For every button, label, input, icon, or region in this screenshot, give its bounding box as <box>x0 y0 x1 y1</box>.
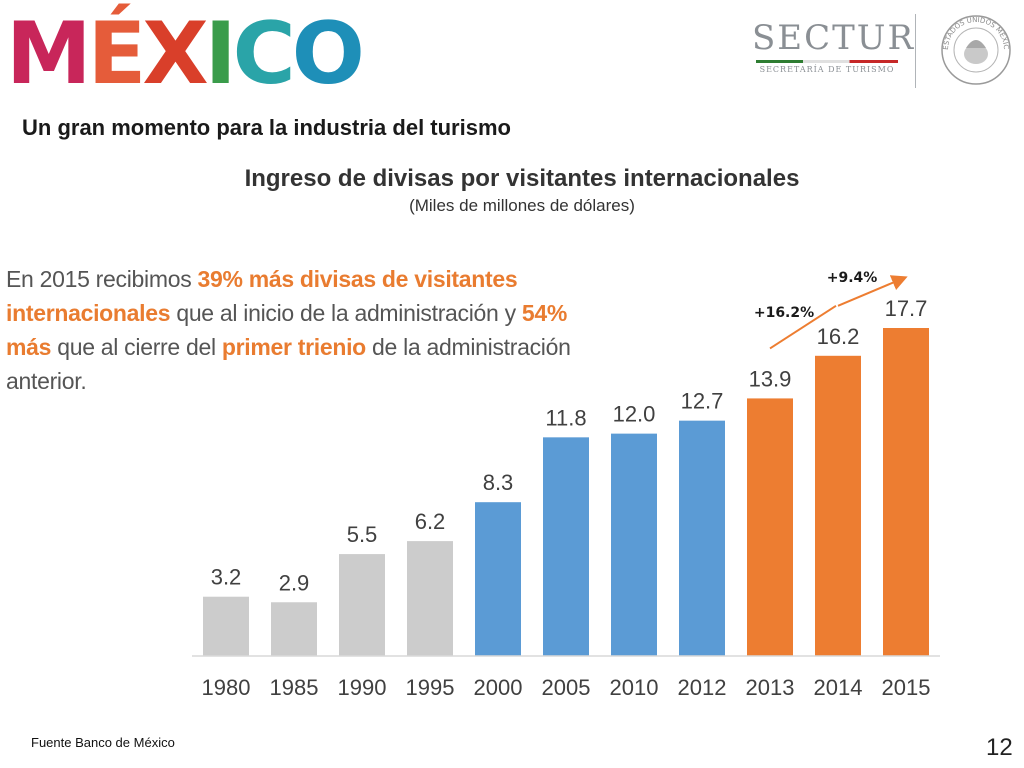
bar <box>679 420 725 656</box>
bar <box>611 433 657 656</box>
x-tick-label: 2013 <box>746 675 795 700</box>
bar-value-label: 8.3 <box>483 470 514 495</box>
logo-letter: I <box>204 4 237 104</box>
highlight-statement: En 2015 recibimos 39% más divisas de vis… <box>6 262 586 398</box>
x-tick-label: 2000 <box>474 675 523 700</box>
callout-highlight-1: 39% más divisas de visitantes internacio… <box>6 266 518 326</box>
bar <box>883 328 929 656</box>
callout-text-4: de la administración anterior. <box>6 334 571 394</box>
x-tick-label: 1980 <box>202 675 251 700</box>
bar-value-label: 16.2 <box>817 324 860 349</box>
bar-value-label: 12.0 <box>613 402 656 427</box>
chart-subtitle: (Miles de millones de dólares) <box>409 196 635 215</box>
bar <box>339 554 385 656</box>
bar <box>271 602 317 656</box>
sectur-logo: SECTUR SECRETARÍA DE TURISMO <box>752 18 916 74</box>
bar-value-label: 17.7 <box>885 296 928 321</box>
logo-divider <box>915 14 916 88</box>
chart-title: Ingreso de divisas por visitantes intern… <box>244 165 800 192</box>
bar <box>407 541 453 656</box>
x-tick-label: 1990 <box>338 675 387 700</box>
growth-arrow <box>837 275 908 307</box>
callout-text-2: que al inicio de la administración y <box>170 300 522 326</box>
logo-letter: M <box>6 4 92 104</box>
bar-value-label: 2.9 <box>279 570 310 595</box>
page-number: 12 <box>986 734 1013 761</box>
x-tick-label: 1995 <box>406 675 455 700</box>
x-tick-label: 2005 <box>542 675 591 700</box>
callout-text-3: que al cierre del <box>51 334 222 360</box>
x-tick-label: 2015 <box>882 675 931 700</box>
bar-value-label: 11.8 <box>545 405 586 430</box>
bar-value-label: 12.7 <box>681 389 724 414</box>
callout-highlight-3: primer trienio <box>221 334 366 360</box>
bar <box>203 596 249 656</box>
slide-subtitle: Un gran momento para la industria del tu… <box>22 115 511 140</box>
mexico-logo: MÉXICO <box>6 4 365 104</box>
sectur-name: SECTUR <box>752 18 916 58</box>
bar-value-label: 13.9 <box>749 366 792 391</box>
x-tick-label: 2010 <box>610 675 659 700</box>
sectur-subtitle: SECRETARÍA DE TURISMO <box>759 65 895 74</box>
growth-label: +9.4% <box>827 270 878 286</box>
bar <box>475 502 521 656</box>
bar-value-label: 6.2 <box>415 509 446 534</box>
bar <box>815 355 861 656</box>
x-tick-label: 2012 <box>678 675 727 700</box>
logo-letter: É <box>87 4 147 104</box>
logo-letter: X <box>142 4 208 104</box>
bar <box>747 398 793 656</box>
bar-value-label: 5.5 <box>347 522 378 547</box>
x-tick-label: 2014 <box>814 675 863 700</box>
growth-label: +16.2% <box>754 305 814 321</box>
callout-highlight-2: 54% más <box>6 300 568 360</box>
growth-arrow <box>769 304 837 350</box>
bar <box>543 437 589 656</box>
logo-letter: C <box>232 4 296 104</box>
sectur-flag-line <box>756 60 898 63</box>
bar-value-label: 3.2 <box>211 565 242 590</box>
callout-text-1: En 2015 recibimos <box>6 266 198 292</box>
logo-letter: O <box>291 4 365 104</box>
source-note: Fuente Banco de México <box>31 735 175 750</box>
x-tick-label: 1985 <box>270 675 319 700</box>
national-seal: ESTADOS UNIDOS MEXICANOS <box>940 14 1011 85</box>
